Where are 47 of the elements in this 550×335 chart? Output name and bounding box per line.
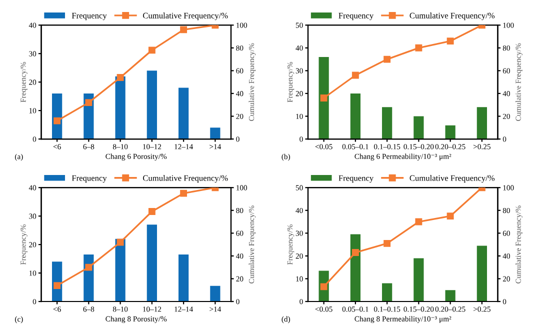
legend-label: Cumulative Frequency/% xyxy=(410,12,495,20)
bar xyxy=(445,290,456,302)
legend-label: Cumulative Frequency/% xyxy=(410,175,495,183)
point xyxy=(85,99,92,106)
point xyxy=(85,264,92,271)
bar xyxy=(210,128,220,140)
point xyxy=(180,190,188,197)
legend-label: Cumulative Frequency/% xyxy=(143,175,228,183)
bar xyxy=(382,283,392,302)
point xyxy=(415,44,422,52)
point xyxy=(352,249,359,256)
bar xyxy=(414,116,424,140)
point xyxy=(320,283,328,290)
bar xyxy=(210,286,220,302)
point xyxy=(446,38,454,45)
bar xyxy=(115,76,126,140)
bar xyxy=(178,88,189,140)
bar xyxy=(146,70,157,140)
point xyxy=(384,240,391,247)
bar xyxy=(115,238,126,302)
legend-label: Cumulative Frequency/% xyxy=(143,12,228,20)
bar xyxy=(414,258,424,302)
bar xyxy=(476,246,487,302)
bar xyxy=(382,107,392,140)
bar xyxy=(445,125,456,140)
bar xyxy=(350,93,360,140)
bar xyxy=(178,254,189,302)
point xyxy=(180,26,188,34)
bar xyxy=(318,57,329,140)
point xyxy=(116,238,124,246)
point xyxy=(415,218,422,226)
bar xyxy=(146,224,157,302)
point xyxy=(116,74,124,81)
legend-label: Frequency xyxy=(338,175,374,183)
bar xyxy=(476,107,487,140)
point xyxy=(54,117,61,124)
point xyxy=(352,72,359,79)
point xyxy=(54,282,61,290)
point xyxy=(384,56,391,63)
point xyxy=(446,212,454,220)
legend-label: Frequency xyxy=(338,12,374,20)
legend-label: Frequency xyxy=(72,12,107,20)
bar xyxy=(350,234,360,302)
point xyxy=(148,46,156,54)
legend-label: Frequency xyxy=(72,175,107,183)
point xyxy=(148,208,156,215)
point xyxy=(320,94,328,102)
